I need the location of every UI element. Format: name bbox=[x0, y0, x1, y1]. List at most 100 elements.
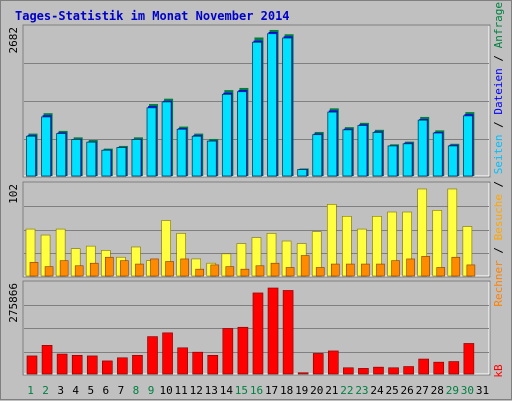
bar-rechner bbox=[165, 261, 174, 277]
y-max-label-top: 2682 bbox=[7, 27, 20, 54]
bar-kb bbox=[403, 366, 414, 375]
bar-rechner bbox=[225, 266, 235, 277]
day-label: 12 bbox=[190, 384, 203, 397]
bar-rechner bbox=[391, 260, 400, 277]
bar-rechner bbox=[436, 267, 446, 277]
bar-kb bbox=[26, 355, 38, 375]
day-label: 17 bbox=[265, 384, 278, 397]
bar-seiten bbox=[26, 135, 36, 177]
bar-seiten bbox=[447, 145, 458, 177]
day-label: 9 bbox=[148, 384, 155, 397]
day-label: 22 bbox=[340, 384, 353, 397]
bar-seiten bbox=[417, 119, 428, 177]
bar-seiten bbox=[372, 132, 383, 177]
day-label: 3 bbox=[57, 384, 64, 397]
bar-rechner bbox=[120, 260, 129, 277]
bar-rechner bbox=[451, 256, 461, 277]
bar-kb bbox=[177, 347, 188, 375]
bar-rechner bbox=[105, 256, 114, 277]
legend-vertical-label-part: Besuche bbox=[492, 194, 505, 240]
bar-kb bbox=[132, 354, 143, 375]
legend-vertical-label-part: / bbox=[492, 174, 505, 194]
day-label: 31 bbox=[476, 384, 489, 397]
day-label: 30 bbox=[461, 384, 474, 397]
bar-seiten bbox=[387, 145, 398, 177]
bar-seiten bbox=[237, 91, 247, 177]
bar-kb bbox=[147, 336, 158, 375]
y-max-label-bottom: 275866 bbox=[7, 283, 20, 323]
bar-kb bbox=[448, 361, 460, 375]
legend-vertical-label-part: / bbox=[492, 115, 505, 135]
bar-seiten bbox=[161, 101, 172, 177]
bar-seiten bbox=[131, 139, 142, 177]
day-label: 25 bbox=[385, 384, 398, 397]
bar-rechner bbox=[135, 263, 144, 277]
legend-vertical-label-part: Seiten bbox=[492, 134, 505, 174]
bar-rechner bbox=[466, 264, 476, 277]
bar-seiten bbox=[432, 132, 443, 177]
bar-kb bbox=[102, 360, 113, 375]
day-label: 2 bbox=[42, 384, 49, 397]
chart-title: Tages-Statistik im Monat November 2014 bbox=[15, 9, 290, 23]
bar-seiten bbox=[71, 139, 82, 177]
day-label: 14 bbox=[220, 384, 234, 397]
bar-rechner bbox=[150, 258, 159, 277]
day-label: 5 bbox=[87, 384, 94, 397]
bar-rechner bbox=[195, 268, 205, 277]
bar-rechner bbox=[330, 263, 340, 277]
bar-rechner bbox=[285, 267, 295, 277]
day-label: 27 bbox=[416, 384, 429, 397]
bar-seiten bbox=[191, 135, 202, 177]
bar-kb bbox=[297, 372, 309, 375]
bar-rechner bbox=[346, 263, 355, 277]
bar-seiten bbox=[252, 41, 262, 177]
bar-seiten bbox=[56, 133, 67, 177]
bar-rechner bbox=[406, 258, 415, 277]
bar-kb bbox=[71, 354, 83, 375]
bar-rechner bbox=[315, 267, 325, 277]
bar-rechner bbox=[89, 262, 99, 277]
legend-kb-label: kB bbox=[492, 364, 505, 378]
bar-rechner bbox=[361, 263, 370, 277]
bar-rechner bbox=[300, 255, 310, 277]
bar-kb bbox=[463, 343, 475, 375]
day-label: 24 bbox=[370, 384, 384, 397]
day-label: 6 bbox=[103, 384, 110, 397]
bar-seiten bbox=[101, 149, 112, 177]
bar-kb bbox=[418, 358, 429, 375]
bar-kb bbox=[312, 353, 324, 375]
bar-rechner bbox=[270, 262, 280, 277]
bar-rechner bbox=[255, 265, 265, 277]
y-max-label-middle: 102 bbox=[7, 184, 20, 204]
bar-rechner bbox=[180, 258, 189, 277]
bar-rechner bbox=[44, 266, 54, 277]
bar-kb bbox=[222, 328, 234, 375]
bar-rechner bbox=[376, 263, 385, 277]
bar-seiten bbox=[41, 116, 51, 177]
bar-kb bbox=[267, 287, 279, 375]
bar-seiten bbox=[206, 140, 217, 177]
legend-vertical-label-part: Rechner bbox=[492, 260, 505, 307]
legend-vertical-label-part: / bbox=[492, 240, 505, 260]
bar-seiten bbox=[176, 128, 187, 177]
day-label: 28 bbox=[431, 384, 444, 397]
bar-kb bbox=[237, 326, 249, 375]
day-label: 13 bbox=[205, 384, 218, 397]
bar-kb bbox=[86, 355, 98, 375]
bar-seiten bbox=[221, 93, 232, 177]
bar-kb bbox=[207, 354, 219, 375]
bar-kb bbox=[358, 368, 369, 375]
day-label: 26 bbox=[401, 384, 414, 397]
bar-seiten bbox=[267, 33, 277, 177]
bar-seiten bbox=[327, 111, 338, 177]
bar-kb bbox=[282, 290, 294, 375]
bar-seiten bbox=[357, 125, 368, 177]
bar-rechner bbox=[29, 262, 39, 277]
bar-seiten bbox=[116, 147, 127, 177]
day-label: 18 bbox=[280, 384, 293, 397]
day-label: 11 bbox=[175, 384, 188, 397]
bar-besuche bbox=[432, 210, 443, 277]
legend-vertical-label-part: Dateien bbox=[492, 68, 505, 114]
day-label: 8 bbox=[133, 384, 140, 397]
